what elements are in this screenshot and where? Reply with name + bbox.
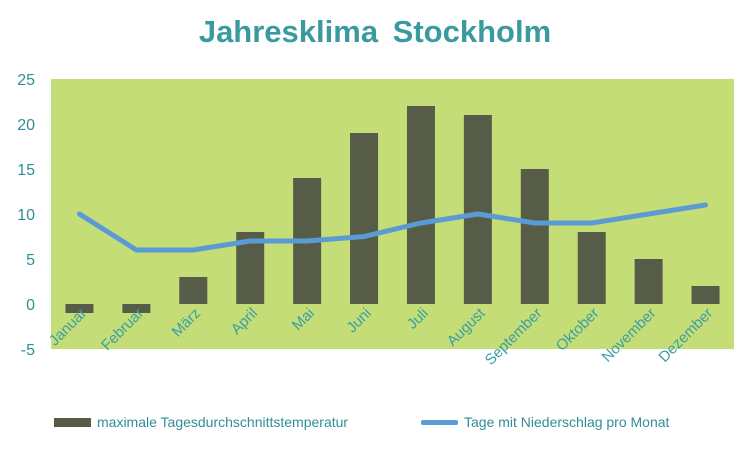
legend-swatch-bar [54, 417, 91, 427]
bar [406, 106, 435, 304]
bar [122, 304, 151, 313]
bar [577, 232, 606, 304]
bar [179, 277, 208, 304]
bar [691, 286, 720, 304]
line-path [76, 202, 709, 253]
legend-item-temperature: maximale Tagesdurchschnittstemperatur [54, 412, 348, 432]
y-tick-label: 5 [26, 252, 35, 269]
bar [350, 133, 379, 304]
y-tick-label: -5 [21, 342, 35, 359]
legend-label-temperature: maximale Tagesdurchschnittstemperatur [97, 414, 349, 430]
y-tick-label: 0 [26, 297, 35, 314]
chart-title: Jahresklima Stockholm [198, 14, 552, 49]
legend-swatch-line [421, 419, 458, 425]
y-tick-label: 25 [17, 72, 35, 89]
y-axis: -5 0 5 10 15 20 25 [17, 72, 35, 359]
legend-item-precipitation: Tage mit Niederschlag pro Monat [421, 412, 669, 432]
line-series [76, 202, 709, 253]
bar [65, 304, 94, 313]
y-tick-label: 10 [17, 207, 35, 224]
y-tick-label: 20 [17, 117, 35, 134]
bar [463, 115, 492, 304]
y-tick-label: 15 [17, 162, 35, 179]
bar [520, 169, 549, 304]
plot-area [51, 79, 734, 349]
legend-label-precipitation: Tage mit Niederschlag pro Monat [464, 414, 670, 430]
bar [634, 259, 663, 304]
